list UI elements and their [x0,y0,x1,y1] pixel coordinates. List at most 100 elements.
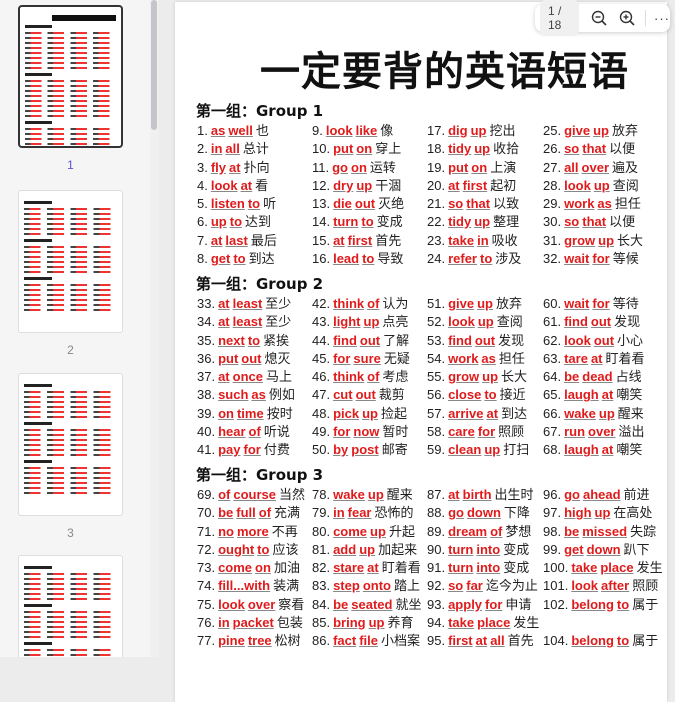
phrase-item: 3. fly at 扑向 [197,159,311,177]
phrase-translation: 担任 [614,196,641,212]
phrase-item: 94. take place 发生 [427,614,541,632]
phrase-number: 9. [312,123,323,138]
document-page: 一定要背的英语短语 第一组：Group 1 1. as well 也 2. in all 总计 3… [175,2,667,702]
phrase-translation: 变成 [376,214,403,230]
phrase-item: 70. be full of 充满 [197,504,311,522]
phrase-word: far [466,578,483,594]
phrase-translation: 遍及 [612,159,639,175]
phrase-word: tree [247,633,272,649]
phrase-item: 66. wake up 醒来 [543,405,657,423]
phrase-translation: 占线 [615,369,642,385]
phrase-number: 75. [197,596,216,612]
thumbnail-heading-line [25,73,53,76]
phrase-item: 13. die out 灭绝 [312,195,426,213]
thumbnail-text-line [24,289,117,291]
phrase-word: belong [571,596,614,612]
phrase-word: out [354,196,376,212]
phrase-number: 100. [543,560,569,576]
thumbnail-heading-line [24,566,52,569]
phrase-translation: 暂时 [382,424,409,440]
phrase-item: 97. high up 在高处 [543,504,657,522]
phrase-word: arrive [448,405,484,421]
phrase-word: up [470,123,487,138]
phrase-number: 104. [543,633,569,649]
phrase-word: go [332,159,348,175]
phrase-item: 71. no more 不再 [197,523,311,541]
phrase-translation: 升起 [388,523,415,539]
page-thumbnail[interactable] [18,190,123,333]
phrase-number: 3. [197,159,208,175]
thumbnail-text-line [24,213,117,215]
phrase-translation: 属于 [632,596,659,612]
phrase-word: tidy [448,141,472,157]
phrase-translation: 首先 [375,232,402,248]
phrase-item: 27. all over 遍及 [543,159,657,177]
phrase-number: 47. [312,387,331,403]
phrase-translation: 付费 [263,442,290,458]
phrase-translation: 放弃 [611,123,638,138]
phrase-translation: 点亮 [382,314,409,330]
thumbnail-heading-line [24,460,52,463]
phrase-translation: 吸收 [491,232,518,248]
thumbnail-text-line [24,401,117,403]
phrase-number: 83. [312,578,331,594]
phrase-translation: 加油 [273,560,300,576]
phrase-word: up [356,177,373,193]
phrase-item: 40. hear of 听说 [197,423,311,441]
thumbnail-text-line [25,100,116,102]
phrase-number: 72. [197,541,216,557]
phrase-item: 101. look after 照顾 [543,577,658,595]
phrase-translation: 干涸 [375,177,402,193]
phrase-word: wait [564,296,590,311]
phrase-word: to [480,251,493,267]
phrase-number: 67. [543,424,562,440]
thumbnail-text-line [25,52,116,54]
phrase-number: 82. [312,560,331,576]
phrase-translation: 醒来 [617,405,644,421]
phrase-word: after [601,578,630,594]
phrase-item: 19. put on 上演 [427,159,541,177]
thumbnail-heading-line [25,25,53,28]
phrase-column: 69. of course 当然 70. be full of 充满 71. no more 不再 72.… [197,486,311,651]
phrase-number: 52. [427,314,446,330]
phrase-item: 43. light up 点亮 [312,313,426,331]
sidebar-scrollbar[interactable] [150,0,159,657]
phrase-item: 2. in all 总计 [197,140,311,158]
phrase-translation: 听 [263,196,277,212]
phrase-translation: 也 [255,123,269,138]
phrase-word: get [210,251,231,267]
phrase-number: 15. [312,232,331,248]
phrase-translation: 在高处 [613,505,653,521]
phrase-item: 9. look like 像 [312,122,426,140]
phrase-number: 54. [427,350,446,366]
thumbnail-text-line [25,90,116,92]
page-indicator[interactable]: 1 / 18 [540,0,580,36]
phrase-item: 54. work as 担任 [427,350,541,368]
phrase-word: full [236,505,256,521]
zoom-in-icon[interactable] [619,10,635,26]
thumbnail-text-line [24,396,117,398]
phrase-word: look [564,177,591,193]
phrase-translation: 整理 [493,214,520,230]
page-thumbnail[interactable] [18,373,123,516]
phrase-word: pay [218,442,241,458]
more-options-button[interactable]: ··· [654,10,670,26]
phrase-word: of [490,523,503,539]
phrase-word: on [351,159,367,175]
phrase-translation: 等候 [612,251,639,267]
page-number-label: 2 [67,343,74,357]
phrase-translation: 长大 [501,369,528,385]
phrase-word: at [475,633,488,649]
phrase-word: so [564,214,580,230]
sidebar-scrollbar-thumb[interactable] [151,0,157,130]
zoom-out-icon[interactable] [591,10,607,26]
phrase-translation: 像 [380,123,394,138]
phrase-number: 69. [197,487,216,502]
phrase-number: 95. [427,633,446,649]
page-thumbnail[interactable] [18,555,123,657]
thumbnail-text-line [24,626,117,628]
phrase-word: to [484,387,497,403]
phrase-item: 62. look out 小心 [543,332,657,350]
page-thumbnail[interactable] [18,5,123,148]
phrase-translation: 达到 [245,214,272,230]
